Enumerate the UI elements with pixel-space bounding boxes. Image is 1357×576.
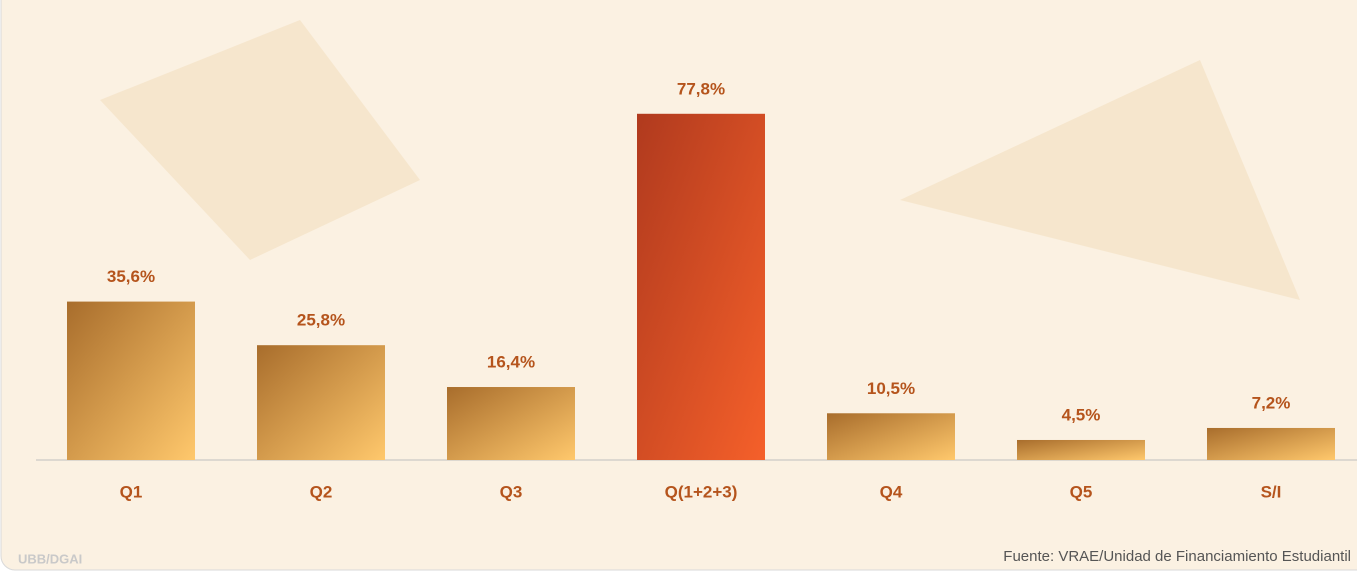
value-label: 7,2% [1252, 393, 1291, 412]
bar [67, 302, 195, 460]
value-label: 25,8% [297, 311, 345, 330]
x-tick-label: Q4 [880, 482, 903, 501]
x-tick-label: Q(1+2+3) [665, 482, 738, 501]
x-tick-label: Q1 [120, 482, 143, 501]
x-tick-label: Q2 [310, 482, 333, 501]
bar [637, 114, 765, 460]
value-label: 4,5% [1062, 405, 1101, 424]
bar [1207, 428, 1335, 460]
x-tick-label: Q5 [1070, 482, 1093, 501]
value-label: 16,4% [487, 353, 535, 372]
bar [827, 413, 955, 460]
bar [447, 387, 575, 460]
value-label: 10,5% [867, 379, 915, 398]
logo-text: UBB/DGAI [18, 551, 82, 566]
x-tick-label: S/I [1261, 482, 1282, 501]
bar [1017, 440, 1145, 460]
bar [257, 345, 385, 460]
x-tick-label: Q3 [500, 482, 523, 501]
source-note: Fuente: VRAE/Unidad de Financiamiento Es… [1003, 548, 1351, 565]
value-label: 77,8% [677, 79, 725, 98]
value-label: 35,6% [107, 267, 155, 286]
